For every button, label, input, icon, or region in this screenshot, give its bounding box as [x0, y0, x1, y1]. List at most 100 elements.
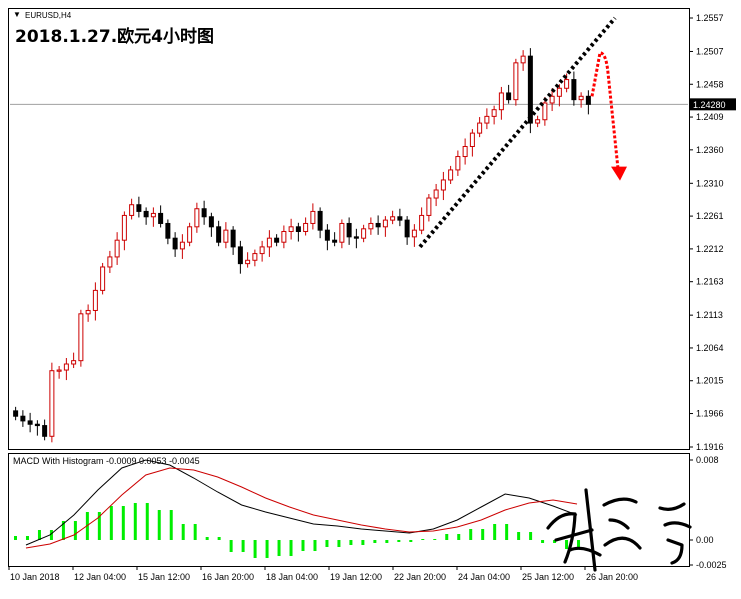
candle-body	[252, 253, 258, 261]
histogram-bar	[313, 540, 317, 551]
candle-body	[42, 425, 48, 437]
symbol-arrow-icon[interactable]: ▼	[13, 10, 21, 19]
price-tick-label: 1.2163	[696, 277, 724, 287]
candle-body	[49, 370, 55, 437]
candle-body	[295, 226, 301, 232]
macd-indicator-label: MACD With Histogram -0.0009 0.0053 -0.00…	[13, 456, 200, 466]
candle-body	[266, 237, 272, 248]
candle-body	[527, 55, 533, 124]
candle-body	[571, 79, 577, 101]
candle-body	[332, 239, 338, 243]
symbol-label: EURUSD,H4	[25, 11, 72, 20]
candle-body	[100, 266, 106, 291]
candle-body	[513, 62, 519, 101]
forecast-path	[590, 51, 620, 169]
candle-body	[390, 216, 396, 221]
signature-mark	[546, 488, 692, 572]
histogram-bar	[241, 540, 245, 552]
candle-body	[136, 204, 142, 212]
candle-body	[85, 309, 91, 315]
histogram-bar	[277, 540, 281, 556]
candle-body	[71, 360, 77, 365]
histogram-bar	[529, 532, 533, 540]
candle-body	[469, 132, 475, 147]
candle-body	[448, 169, 454, 181]
candle-body	[27, 420, 33, 425]
histogram-bar	[157, 510, 161, 540]
histogram-bar	[421, 539, 425, 540]
histogram-bar	[325, 540, 329, 547]
candle-body	[317, 210, 323, 231]
histogram-bar	[169, 510, 173, 540]
candle-body	[433, 189, 439, 199]
candle-body	[165, 222, 171, 239]
histogram-bar	[373, 540, 377, 543]
candle-body	[129, 204, 135, 216]
candle-body	[143, 210, 149, 218]
histogram-bar	[37, 530, 41, 540]
candle-body	[462, 145, 468, 158]
candle-body	[281, 230, 287, 243]
macd-line	[25, 459, 578, 546]
time-tick-label: 24 Jan 04:00	[458, 572, 510, 582]
candle-body	[339, 222, 345, 243]
candle-body	[535, 119, 541, 124]
candle-body	[361, 228, 367, 239]
macd-tick-label: 0.00	[696, 535, 714, 545]
price-tick-label: 1.2015	[696, 376, 724, 386]
candle-body	[549, 95, 555, 104]
time-tick-label: 18 Jan 04:00	[266, 572, 318, 582]
candle-body	[542, 102, 548, 121]
histogram-bar	[301, 540, 305, 551]
histogram-bar	[541, 540, 545, 543]
candle-body	[158, 212, 164, 224]
candle-body	[121, 214, 127, 241]
candle-body	[440, 179, 446, 191]
price-tick-label: 1.2360	[696, 145, 724, 155]
candle-body	[201, 208, 207, 218]
histogram-bar	[49, 530, 53, 540]
histogram-bar	[25, 536, 29, 540]
histogram-bar	[133, 503, 137, 540]
price-tick-label: 1.1966	[696, 409, 724, 419]
candle-body	[20, 415, 26, 422]
candle-body	[114, 239, 120, 258]
histogram-bar	[493, 524, 497, 540]
histogram-bar	[14, 536, 17, 540]
candle-body	[303, 222, 309, 232]
histogram-bar	[409, 540, 413, 542]
candle-body	[404, 219, 410, 238]
histogram-bar	[181, 524, 185, 540]
histogram-bar	[577, 540, 581, 549]
candle-body	[484, 115, 490, 124]
candle-body	[585, 95, 591, 105]
histogram-bar	[397, 540, 401, 542]
candle-body	[172, 237, 178, 250]
candle-body	[397, 216, 403, 221]
trend-line	[418, 16, 617, 249]
candle-body	[288, 226, 294, 232]
candle-body	[578, 95, 584, 101]
time-tick-label: 25 Jan 12:00	[522, 572, 574, 582]
price-panel	[8, 8, 690, 450]
candle-body	[520, 55, 526, 64]
histogram-bar	[457, 534, 461, 540]
histogram-bar	[565, 540, 569, 549]
price-tick-label: 1.2458	[696, 79, 724, 89]
histogram-bar	[349, 540, 353, 545]
time-tick-label: 16 Jan 20:00	[202, 572, 254, 582]
time-tick-label: 12 Jan 04:00	[74, 572, 126, 582]
candle-body	[34, 423, 40, 427]
histogram-bar	[265, 540, 269, 558]
histogram-bar	[517, 532, 521, 540]
histogram-bar	[193, 524, 197, 540]
time-tick-label: 15 Jan 12:00	[138, 572, 190, 582]
candle-body	[411, 229, 417, 238]
candle-body	[237, 246, 243, 265]
histogram-bar	[205, 537, 209, 540]
time-tick-label: 10 Jan 2018	[10, 572, 60, 582]
histogram-bar	[361, 540, 365, 545]
candle-body	[491, 109, 497, 117]
signal-line	[25, 467, 578, 549]
price-tick-label: 1.2310	[696, 178, 724, 188]
